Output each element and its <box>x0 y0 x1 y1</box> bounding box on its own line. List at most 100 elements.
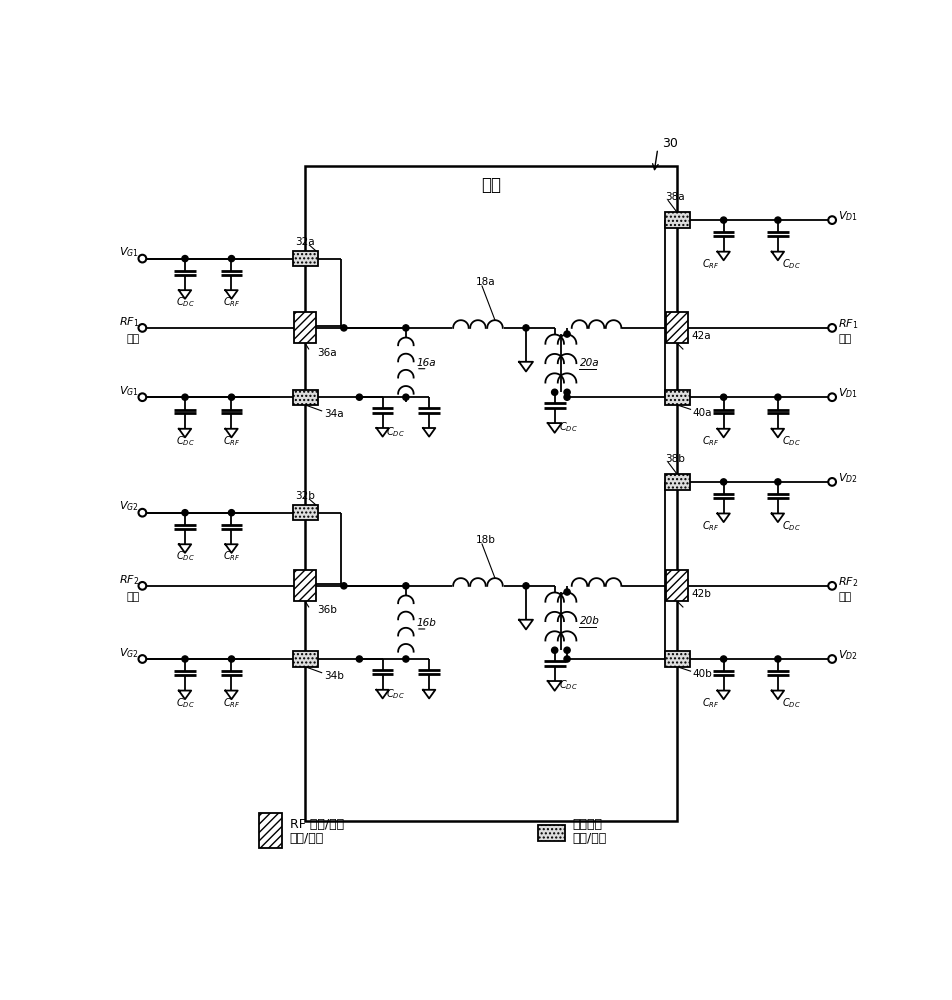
Bar <box>292 505 317 520</box>
Text: $V_{G1}$: $V_{G1}$ <box>119 384 139 398</box>
Text: 32b: 32b <box>295 491 315 501</box>
Text: 输出: 输出 <box>838 334 851 344</box>
Text: $C_{RF}$: $C_{RF}$ <box>702 257 719 271</box>
Text: $C_{DC}$: $C_{DC}$ <box>175 434 194 448</box>
Text: $C_{DC}$: $C_{DC}$ <box>781 434 800 448</box>
Circle shape <box>523 583 528 589</box>
Circle shape <box>228 510 234 516</box>
Circle shape <box>341 583 347 589</box>
Text: 42b: 42b <box>690 589 710 599</box>
Circle shape <box>720 394 726 400</box>
Text: 38a: 38a <box>664 192 684 202</box>
Text: $RF_{2}$: $RF_{2}$ <box>838 575 858 589</box>
Text: $C_{DC}$: $C_{DC}$ <box>781 519 800 533</box>
Text: $C_{DC}$: $C_{DC}$ <box>175 696 194 710</box>
Circle shape <box>356 394 362 400</box>
Text: 30: 30 <box>661 137 677 150</box>
Text: $RF_{1}$: $RF_{1}$ <box>838 317 858 331</box>
Circle shape <box>341 325 347 331</box>
Text: 38b: 38b <box>664 454 684 464</box>
Circle shape <box>774 479 780 485</box>
Text: RF 输入/输出: RF 输入/输出 <box>289 818 344 831</box>
Bar <box>665 312 687 343</box>
Text: $C_{RF}$: $C_{RF}$ <box>223 296 240 309</box>
Bar <box>664 651 689 667</box>
Text: $V_{G2}$: $V_{G2}$ <box>119 646 139 660</box>
Text: $V_{G2}$: $V_{G2}$ <box>119 500 139 513</box>
Text: $C_{RF}$: $C_{RF}$ <box>223 550 240 563</box>
Bar <box>294 312 316 343</box>
Text: 16b: 16b <box>416 618 436 628</box>
Bar <box>664 389 689 405</box>
Bar <box>665 570 687 601</box>
Text: 输入: 输入 <box>126 334 139 344</box>
Text: $V_{D2}$: $V_{D2}$ <box>838 471 857 485</box>
Circle shape <box>551 389 557 395</box>
Text: $C_{DC}$: $C_{DC}$ <box>558 678 577 692</box>
Text: 封装: 封装 <box>481 176 501 194</box>
Text: $C_{RF}$: $C_{RF}$ <box>702 519 719 533</box>
Circle shape <box>182 256 188 262</box>
Circle shape <box>403 394 408 400</box>
Text: $C_{RF}$: $C_{RF}$ <box>223 696 240 710</box>
Circle shape <box>774 394 780 400</box>
Text: 20b: 20b <box>580 616 600 626</box>
Text: $C_{DC}$: $C_{DC}$ <box>387 425 405 439</box>
Text: 36b: 36b <box>317 605 337 615</box>
Text: $C_{RF}$: $C_{RF}$ <box>702 434 719 448</box>
Text: $C_{DC}$: $C_{DC}$ <box>558 420 577 434</box>
Circle shape <box>720 479 726 485</box>
Circle shape <box>403 325 408 331</box>
Text: 输出: 输出 <box>838 592 851 602</box>
Text: $RF_{2}$: $RF_{2}$ <box>119 573 139 587</box>
Bar <box>537 825 565 841</box>
Circle shape <box>182 656 188 662</box>
Text: $V_{D1}$: $V_{D1}$ <box>838 386 857 400</box>
Circle shape <box>403 656 408 662</box>
Text: $V_{D2}$: $V_{D2}$ <box>838 648 857 662</box>
Circle shape <box>228 256 234 262</box>
Bar <box>258 813 282 848</box>
Text: 42a: 42a <box>690 331 710 341</box>
Text: 40a: 40a <box>692 408 711 418</box>
Circle shape <box>774 217 780 223</box>
Text: $C_{DC}$: $C_{DC}$ <box>781 696 800 710</box>
Text: 输入: 输入 <box>126 592 139 602</box>
Circle shape <box>403 583 408 589</box>
Circle shape <box>551 647 557 653</box>
Circle shape <box>228 394 234 400</box>
Text: $C_{DC}$: $C_{DC}$ <box>175 296 194 309</box>
Bar <box>305 166 677 821</box>
Bar <box>292 251 317 266</box>
Circle shape <box>564 647 569 653</box>
Text: $C_{RF}$: $C_{RF}$ <box>702 696 719 710</box>
Circle shape <box>774 656 780 662</box>
Circle shape <box>564 589 569 595</box>
Text: 34b: 34b <box>325 671 344 681</box>
Circle shape <box>182 394 188 400</box>
Text: $RF_{1}$: $RF_{1}$ <box>119 315 139 329</box>
Text: 18b: 18b <box>475 535 495 545</box>
Text: 引脚/连接: 引脚/连接 <box>572 832 606 845</box>
Text: 34a: 34a <box>325 409 344 419</box>
Circle shape <box>523 325 528 331</box>
Text: $C_{DC}$: $C_{DC}$ <box>175 550 194 563</box>
Circle shape <box>564 656 569 662</box>
Text: $V_{D1}$: $V_{D1}$ <box>838 209 857 223</box>
Text: 36a: 36a <box>317 348 337 358</box>
Bar <box>292 651 317 667</box>
Circle shape <box>356 656 362 662</box>
Bar <box>294 570 316 601</box>
Circle shape <box>182 510 188 516</box>
Circle shape <box>720 217 726 223</box>
Text: 引脚/连接: 引脚/连接 <box>289 832 324 845</box>
Circle shape <box>564 331 569 337</box>
Text: 20a: 20a <box>580 358 599 368</box>
Text: $C_{DC}$: $C_{DC}$ <box>387 687 405 701</box>
Text: $C_{DC}$: $C_{DC}$ <box>781 257 800 271</box>
Circle shape <box>720 656 726 662</box>
Circle shape <box>564 394 569 400</box>
Text: 32a: 32a <box>295 237 314 247</box>
Bar <box>664 212 689 228</box>
Bar <box>292 389 317 405</box>
